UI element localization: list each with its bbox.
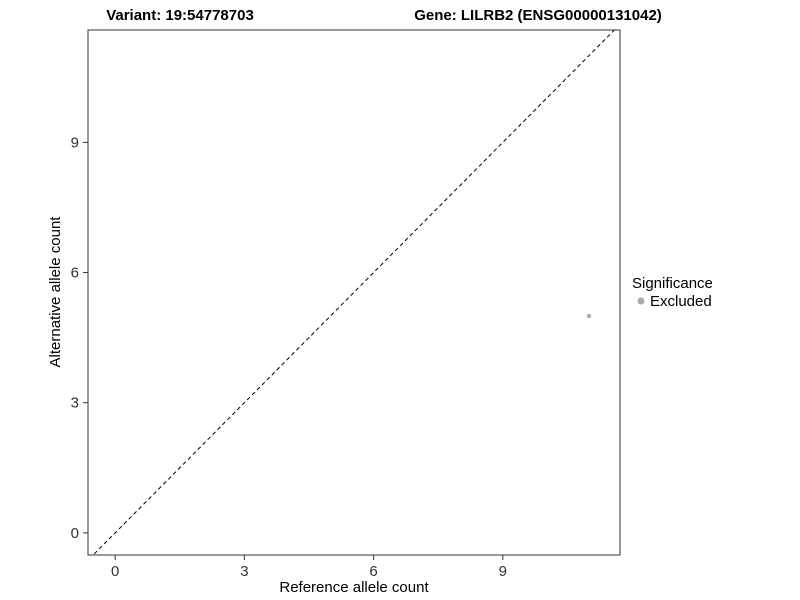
x-axis-label: Reference allele count [279,579,429,596]
identity-line [92,30,616,555]
svg-text:6: 6 [71,265,79,282]
axis-ticks: 0 3 6 9 0 3 6 9 [71,134,507,580]
svg-text:3: 3 [240,563,248,580]
svg-text:0: 0 [71,525,79,542]
svg-text:6: 6 [369,563,377,580]
legend-label-excluded: Excluded [650,293,712,310]
svg-text:3: 3 [71,395,79,412]
svg-text:9: 9 [499,563,507,580]
gene-title: Gene: LILRB2 (ENSG00000131042) [414,7,662,24]
svg-text:0: 0 [111,563,119,580]
legend-key-excluded-dot [637,297,645,305]
data-points [586,313,592,319]
legend-title: Significance [632,275,713,292]
variant-title: Variant: 19:54778703 [106,7,254,24]
svg-text:9: 9 [71,134,79,151]
plot-panel [87,29,621,556]
y-axis-label: Alternative allele count [47,216,64,368]
